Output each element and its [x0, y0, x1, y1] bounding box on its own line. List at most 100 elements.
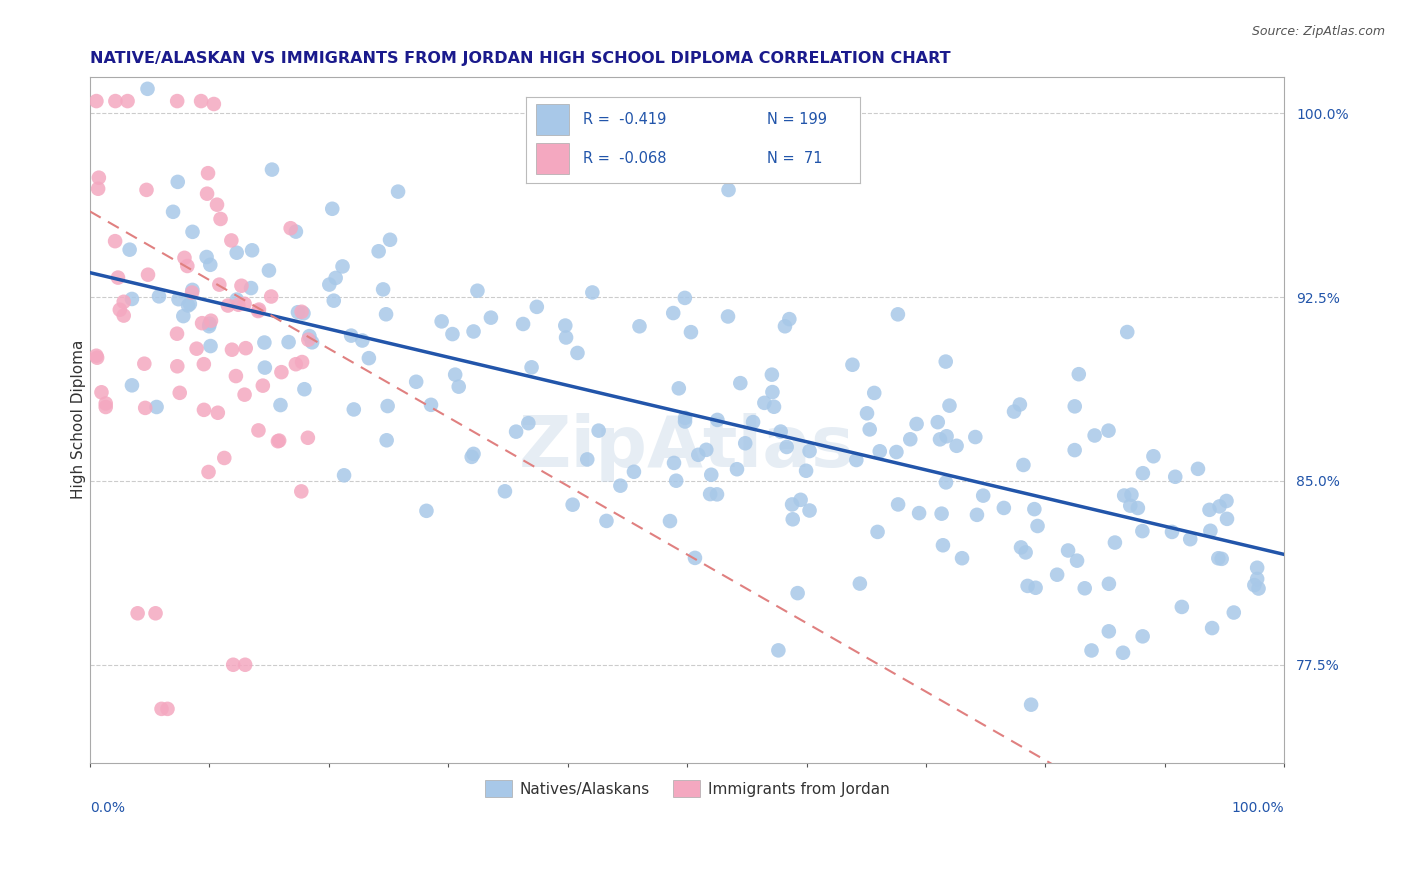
Point	[588, 424, 610, 438]
Point	[845, 453, 868, 467]
Point	[284, 357, 307, 371]
Point	[253, 360, 276, 375]
Point	[86, 351, 108, 365]
Point	[856, 406, 879, 420]
Point	[662, 306, 685, 320]
Point	[935, 354, 957, 368]
Point	[150, 702, 173, 716]
Point	[233, 297, 256, 311]
Point	[447, 379, 470, 393]
Point	[375, 307, 398, 321]
Point	[233, 657, 256, 672]
Point	[280, 221, 302, 235]
Point	[526, 300, 548, 314]
Point	[1121, 488, 1143, 502]
Point	[938, 399, 960, 413]
Point	[1084, 428, 1107, 442]
Point	[166, 175, 188, 189]
Point	[343, 402, 366, 417]
Point	[467, 284, 489, 298]
Point	[908, 506, 931, 520]
Point	[371, 282, 394, 296]
Text: NATIVE/ALASKAN VS IMMIGRANTS FROM JORDAN HIGH SCHOOL DIPLOMA CORRELATION CHART: NATIVE/ALASKAN VS IMMIGRANTS FROM JORDAN…	[90, 51, 950, 66]
Point	[167, 292, 190, 306]
Point	[950, 551, 973, 566]
Point	[1171, 599, 1194, 614]
Point	[240, 244, 263, 258]
Point	[1073, 582, 1095, 596]
Point	[628, 319, 651, 334]
Point	[520, 360, 543, 375]
Point	[134, 401, 156, 415]
Point	[505, 425, 527, 439]
Point	[965, 430, 987, 444]
Point	[200, 314, 222, 328]
Point	[86, 349, 108, 363]
Point	[179, 297, 201, 311]
Point	[1080, 643, 1102, 657]
Point	[297, 333, 319, 347]
Point	[1161, 524, 1184, 539]
Point	[270, 365, 292, 379]
Point	[935, 475, 957, 490]
Point	[181, 285, 204, 300]
Point	[357, 351, 380, 366]
Point	[221, 234, 243, 248]
Point	[966, 508, 988, 522]
Point	[375, 434, 398, 448]
Point	[378, 233, 401, 247]
Point	[225, 293, 247, 307]
Point	[794, 464, 817, 478]
Point	[1199, 524, 1222, 538]
Point	[927, 415, 949, 429]
Point	[659, 514, 682, 528]
Point	[240, 281, 263, 295]
Point	[198, 317, 221, 331]
Point	[177, 299, 200, 313]
Point	[1024, 502, 1046, 516]
Point	[333, 468, 356, 483]
Point	[725, 462, 748, 476]
Point	[318, 277, 340, 292]
Point	[1187, 462, 1209, 476]
Point	[1002, 404, 1025, 418]
Point	[136, 268, 159, 282]
Point	[441, 327, 464, 342]
Point	[332, 260, 354, 274]
Point	[118, 243, 141, 257]
Point	[742, 415, 765, 429]
Point	[905, 417, 928, 431]
Point	[221, 343, 243, 357]
Point	[1201, 621, 1223, 635]
Point	[233, 387, 256, 401]
Point	[377, 399, 399, 413]
Point	[1063, 400, 1085, 414]
Text: 100.0%: 100.0%	[1232, 800, 1285, 814]
Point	[1247, 582, 1270, 596]
Point	[284, 225, 307, 239]
Point	[415, 504, 437, 518]
Point	[148, 289, 170, 303]
Point	[762, 400, 785, 414]
Point	[887, 307, 910, 321]
Point	[104, 234, 127, 248]
Point	[1026, 519, 1049, 533]
Point	[754, 396, 776, 410]
Point	[761, 385, 783, 400]
Point	[1180, 532, 1202, 546]
Text: ZipAtlas: ZipAtlas	[519, 413, 855, 482]
Point	[945, 439, 967, 453]
Point	[169, 385, 191, 400]
Point	[479, 310, 502, 325]
Text: Source: ZipAtlas.com: Source: ZipAtlas.com	[1251, 25, 1385, 38]
Point	[94, 396, 117, 410]
Point	[260, 162, 283, 177]
Point	[277, 335, 299, 350]
Point	[321, 202, 343, 216]
Point	[1132, 629, 1154, 643]
Point	[623, 465, 645, 479]
Point	[734, 436, 756, 450]
Point	[200, 258, 222, 272]
Point	[207, 406, 229, 420]
Point	[197, 166, 219, 180]
